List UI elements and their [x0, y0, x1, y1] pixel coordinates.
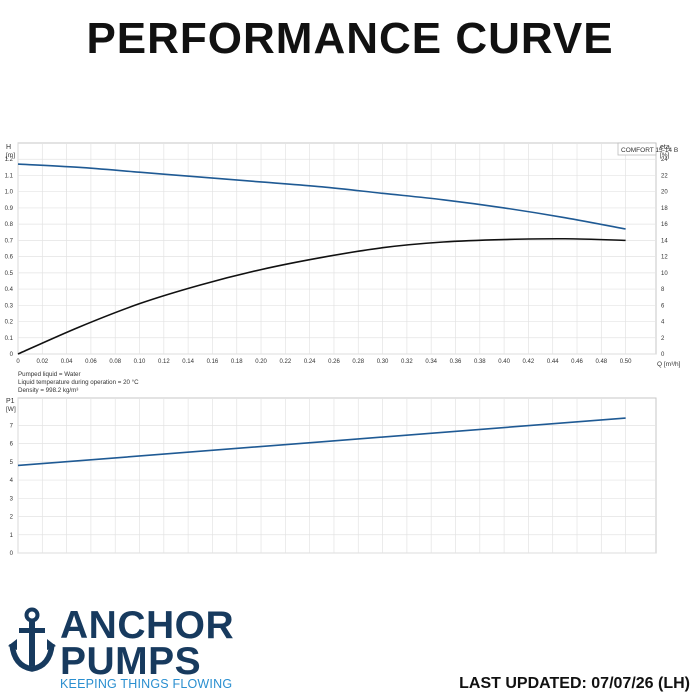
y-axis-unit-eta: [%] [660, 152, 670, 159]
y-tick-label-eta: 20 [661, 190, 668, 196]
x-tick-label: 0.06 [85, 359, 97, 365]
x-tick-label: 0.40 [498, 359, 510, 365]
y-tick-label-power: 5 [10, 460, 14, 466]
x-tick-label: 0.34 [425, 359, 437, 365]
y-tick-label-eta: 16 [661, 222, 668, 228]
y-tick-label-eta: 8 [661, 287, 665, 293]
efficiency-curve [17, 237, 626, 355]
x-tick-label: 0.46 [571, 359, 583, 365]
head-chart-frame [17, 142, 657, 355]
y-tick-label-power: 1 [10, 533, 14, 539]
brand-name-line1: ANCHOR [60, 604, 235, 647]
x-tick-label: 0.48 [595, 359, 607, 365]
y-tick-label-power: 6 [10, 442, 14, 448]
y-tick-label-head: 0.1 [5, 336, 14, 342]
x-tick-label: 0.50 [620, 359, 632, 365]
y-tick-label-head: 0.2 [5, 320, 14, 326]
x-tick-label: 0.20 [255, 359, 267, 365]
power-chart-frame [17, 397, 657, 554]
x-tick-label: 0.32 [401, 359, 413, 365]
y-tick-label-head: 0.8 [5, 222, 14, 228]
x-tick-label: 0.18 [231, 359, 243, 365]
head-curve [17, 163, 626, 230]
power-chart-labels: 0 1 2 3 4 5 6 7 [10, 423, 14, 557]
y-axis-unit-head: [m] [6, 152, 15, 159]
power-curve [17, 417, 626, 467]
x-tick-label: 0.44 [547, 359, 559, 365]
x-tick-label: 0.30 [377, 359, 389, 365]
y-tick-label-power: 0 [10, 551, 14, 557]
x-tick-label: 0.10 [134, 359, 146, 365]
x-tick-label: 0 [16, 359, 20, 365]
note-pumped-liquid: Pumped liquid = Water [18, 371, 81, 378]
x-tick-label: 0.14 [182, 359, 194, 365]
y-axis-unit-power: [W] [6, 406, 16, 413]
anchor-icon [8, 607, 56, 672]
head-chart-labels: 0 0.02 0.04 0.06 0.08 0.10 0.12 0.14 0.16 0.18 0.2… [5, 157, 669, 365]
y-tick-label-eta: 24 [661, 157, 668, 163]
y-tick-label-head: 0.7 [5, 238, 14, 244]
y-tick-label-head: 0.3 [5, 303, 14, 309]
y-axis-label-head: H [6, 144, 11, 151]
y-tick-label-eta: 4 [661, 320, 665, 326]
y-tick-label-head: 1.0 [5, 190, 14, 196]
x-tick-label: 0.24 [304, 359, 316, 365]
y-tick-label-power: 4 [10, 478, 14, 484]
x-tick-label: 0.28 [352, 359, 364, 365]
head-chart-curves [17, 163, 626, 355]
y-tick-label-eta: 14 [661, 238, 668, 244]
note-density: Density = 998.2 kg/m³ [18, 387, 78, 394]
y-tick-label-power: 3 [10, 496, 14, 502]
operating-notes: Pumped liquid = Water Liquid temperature… [18, 371, 139, 394]
brand-name-line2: PUMPS [60, 640, 202, 683]
x-tick-label: 0.02 [36, 359, 48, 365]
y-tick-label-head: 0.6 [5, 255, 14, 261]
page-title: PERFORMANCE CURVE [86, 14, 614, 63]
head-efficiency-chart: 0 0.02 0.04 0.06 0.08 0.10 0.12 0.14 0.16 0.18 0.2… [5, 142, 681, 368]
y-tick-label-head: 0.9 [5, 206, 14, 212]
x-axis-label: Q [m³/h] [657, 361, 681, 368]
x-tick-label: 0.36 [450, 359, 462, 365]
model-label: COMFORT 15-14 B [621, 147, 678, 154]
y-tick-label-eta: 10 [661, 271, 668, 277]
y-tick-label-eta: 18 [661, 206, 668, 212]
y-tick-label-eta: 2 [661, 336, 665, 342]
brand-logo: ANCHOR PUMPS KEEPING THINGS FLOWING [8, 604, 248, 694]
y-tick-label-head: 0.5 [5, 271, 14, 277]
x-tick-label: 0.22 [280, 359, 292, 365]
y-tick-label-eta: 12 [661, 255, 668, 261]
brand-tagline: KEEPING THINGS FLOWING [60, 677, 233, 691]
x-tick-label: 0.16 [207, 359, 219, 365]
y-axis-label-eta: eta [660, 144, 670, 151]
x-tick-label: 0.04 [61, 359, 73, 365]
power-chart-curves [17, 417, 626, 467]
x-tick-label: 0.08 [109, 359, 121, 365]
y-tick-label-eta: 6 [661, 303, 665, 309]
power-chart: 0 1 2 3 4 5 6 7 P1 [W] [6, 397, 657, 557]
x-tick-label: 0.38 [474, 359, 486, 365]
last-updated: LAST UPDATED: 07/07/26 (LH) [459, 675, 690, 692]
power-chart-grid [17, 398, 656, 554]
x-tick-label: 0.26 [328, 359, 340, 365]
y-tick-label-power: 7 [10, 423, 14, 429]
x-tick-label: 0.42 [523, 359, 535, 365]
y-tick-label-head: 1.1 [5, 173, 14, 179]
y-tick-label-head: 0 [10, 352, 14, 358]
y-axis-label-power: P1 [6, 398, 15, 405]
note-liquid-temperature: Liquid temperature during operation = 20… [18, 379, 139, 386]
x-tick-label: 0.12 [158, 359, 170, 365]
y-tick-label-head: 0.4 [5, 287, 14, 293]
y-tick-label-eta: 22 [661, 173, 668, 179]
y-tick-label-eta: 0 [661, 352, 665, 358]
y-tick-label-head: 1.2 [5, 157, 14, 163]
model-label-box: COMFORT 15-14 B [617, 142, 678, 156]
y-tick-label-power: 2 [10, 515, 14, 521]
